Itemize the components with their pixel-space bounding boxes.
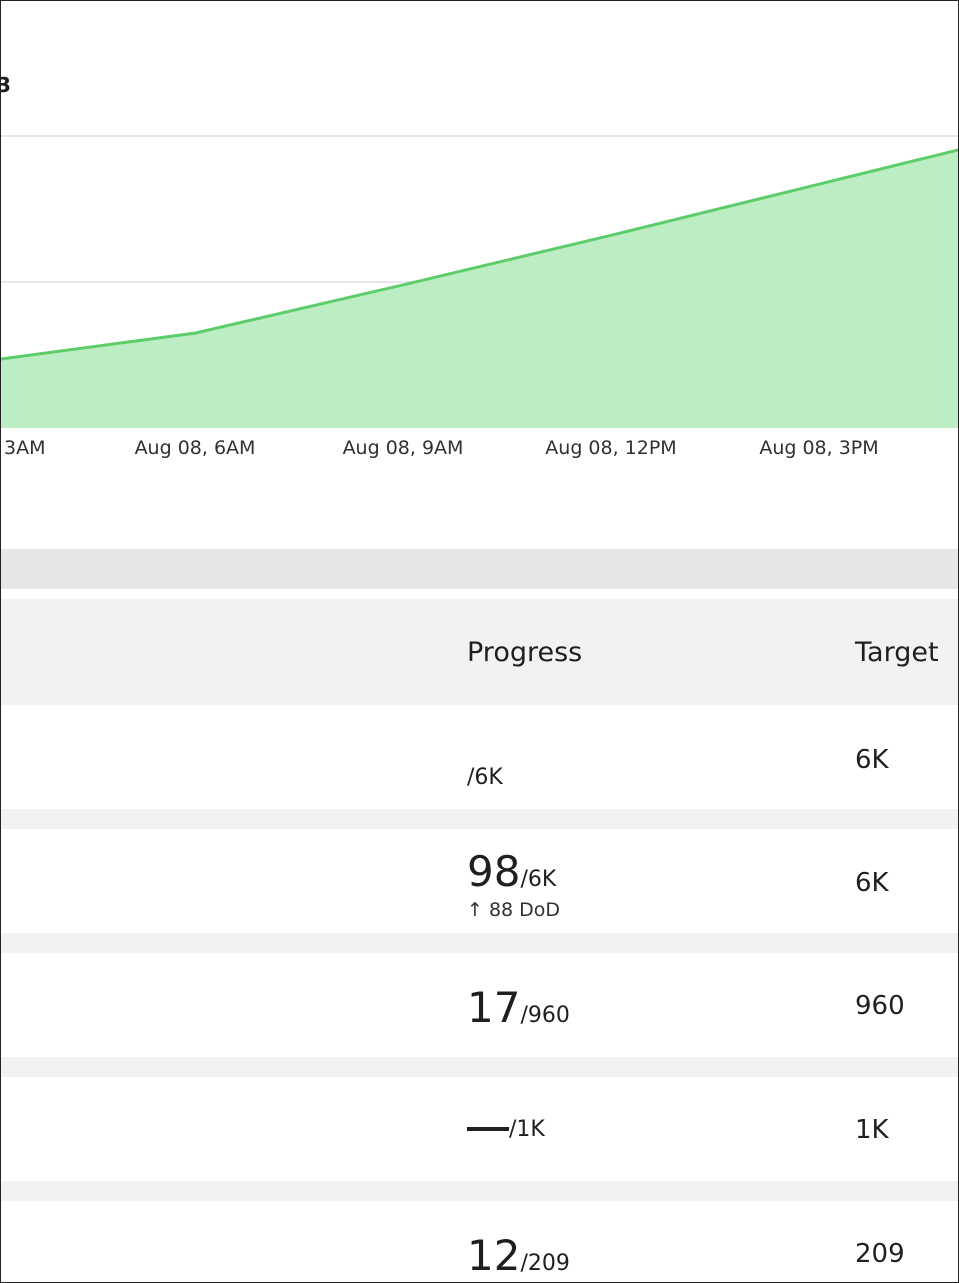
progress-value: 17 — [467, 983, 521, 1032]
x-tick-label: Aug 08, 12PM — [545, 437, 676, 459]
section-divider — [1, 549, 958, 589]
table-row[interactable]: /1K 1K — [1, 1077, 958, 1181]
target-cell: 1K — [855, 1115, 889, 1145]
x-tick-label: Aug 08, 9AM — [343, 437, 464, 459]
row-divider — [1, 809, 958, 829]
table-row[interactable]: 12/209 209 — [1, 1201, 958, 1282]
progress-cell: /1K — [467, 1117, 545, 1142]
target-cell: 209 — [855, 1239, 905, 1269]
chart-axis-label: 3 — [1, 73, 11, 97]
progress-value-empty — [467, 1126, 509, 1131]
progress-value: 98 — [467, 847, 521, 896]
dod-change: ↑ 88 DoD — [467, 899, 561, 921]
column-header-target[interactable]: Target — [855, 637, 939, 668]
x-tick-label: Aug 08, 3PM — [759, 437, 878, 459]
column-header-progress[interactable]: Progress — [467, 637, 583, 668]
row-divider — [1, 933, 958, 953]
progress-cell: 98/6K — [467, 847, 556, 896]
progress-total: /6K — [520, 867, 557, 892]
target-cell: 6K — [855, 745, 889, 775]
progress-cell: /6K — [467, 745, 503, 794]
target-cell: 6K — [855, 868, 889, 898]
progress-value: 12 — [467, 1231, 521, 1280]
target-cell: 960 — [855, 991, 905, 1021]
progress-total: /209 — [520, 1251, 570, 1276]
series-area-fill — [1, 149, 958, 428]
x-tick-label: 3AM — [4, 437, 45, 459]
progress-table: Progress Target /6K 6K 98/6K ↑ 88 DoD 6K… — [1, 599, 958, 1282]
table-row[interactable]: 17/960 960 — [1, 953, 958, 1057]
progress-total: /1K — [509, 1117, 545, 1142]
progress-cell: 17/960 — [467, 983, 570, 1032]
table-row[interactable]: 98/6K ↑ 88 DoD 6K — [1, 829, 958, 933]
area-chart: 3AM Aug 08, 6AM Aug 08, 9AM Aug 08, 12PM Aug… — [1, 135, 958, 459]
table-header: Progress Target — [1, 599, 958, 705]
row-divider — [1, 1057, 958, 1077]
progress-total: /960 — [520, 1003, 570, 1028]
x-tick-label: Aug 08, 6AM — [135, 437, 256, 459]
progress-cell: 12/209 — [467, 1231, 570, 1280]
row-divider — [1, 1181, 958, 1201]
progress-total: /6K — [467, 765, 503, 790]
table-row[interactable]: /6K 6K — [1, 705, 958, 809]
series-line — [1, 148, 958, 361]
